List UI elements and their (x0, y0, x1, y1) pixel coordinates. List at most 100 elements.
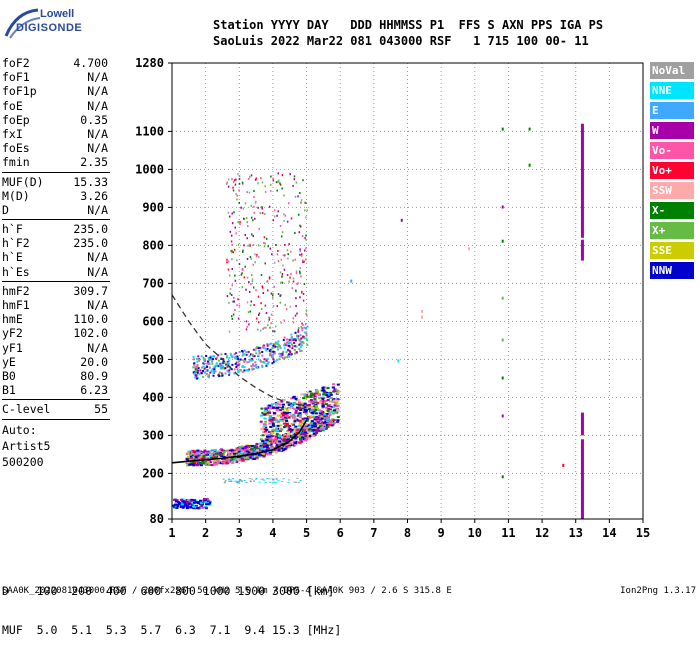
echo-point (275, 430, 279, 433)
echo-point (325, 391, 329, 394)
echo-point (315, 404, 319, 407)
x-tick-label: 14 (602, 526, 616, 540)
echo-point (333, 404, 337, 407)
echo-point (252, 219, 254, 222)
echo-point (256, 449, 260, 452)
echo-point (330, 400, 334, 403)
echo-point (234, 362, 237, 365)
echo-point (306, 391, 310, 394)
echo-point (252, 243, 255, 246)
echo-point (335, 399, 339, 402)
echo-point (299, 431, 303, 434)
echo-point (269, 481, 272, 483)
param-row: yF2 102.0 (2, 326, 110, 340)
divider (2, 171, 110, 173)
echo-point (202, 358, 205, 361)
echo-point (240, 447, 244, 450)
echo-point (285, 419, 289, 422)
echo-point (261, 206, 263, 209)
auto-code: 500200 (2, 454, 44, 469)
echo-point (298, 419, 302, 422)
echo-point (263, 361, 266, 364)
echo-point (192, 505, 196, 508)
echo-point (242, 359, 245, 362)
echo-point (278, 419, 282, 422)
echo-point (241, 182, 244, 185)
param-group-3: h`F 235.0 h`F2 235.0 h`E N/A h`Es N/A (2, 222, 110, 279)
param-group-5: C-level 55 (2, 402, 110, 416)
echo-point (279, 294, 282, 297)
echo-point (324, 427, 328, 430)
echo-point (239, 479, 242, 481)
echo-point (281, 449, 285, 452)
echo-point (319, 419, 323, 422)
echo-point (322, 391, 326, 394)
echo-point (296, 414, 300, 417)
echo-point (305, 332, 308, 335)
echo-point (301, 322, 303, 325)
echo-point (247, 451, 251, 454)
echo-point (293, 352, 296, 355)
echo-point (204, 499, 208, 502)
echo-point (205, 462, 209, 465)
echo-point (215, 463, 219, 466)
echo-point (281, 174, 284, 177)
echo-point (215, 362, 218, 365)
echo-point (287, 348, 290, 351)
echo-point (285, 440, 289, 443)
echo-point (214, 452, 218, 455)
echo-point (214, 366, 217, 369)
param-label: hmF1 (2, 298, 30, 312)
echo-point (234, 449, 238, 452)
echo-point (264, 304, 267, 307)
echo-point (304, 412, 308, 415)
echo-point (294, 443, 298, 446)
param-value: 102.0 (73, 326, 108, 341)
echo-point (305, 395, 309, 398)
echo-point (233, 460, 237, 463)
echo-point (275, 477, 278, 479)
echo-point (264, 242, 267, 245)
echo-point (326, 398, 330, 401)
echo-point (303, 337, 306, 340)
echo-point (254, 261, 256, 264)
echo-point (281, 353, 284, 356)
echo-point (222, 366, 225, 369)
echo-point (306, 426, 310, 429)
echo-point (228, 373, 231, 376)
echo-point (272, 344, 275, 347)
echo-point (270, 435, 274, 438)
echo-point (305, 432, 309, 435)
echo-point (243, 452, 247, 455)
echo-point (272, 479, 275, 481)
echo-point (331, 412, 335, 415)
echo-point (283, 194, 285, 197)
echo-point (302, 299, 305, 302)
echo-point (179, 505, 183, 508)
echo-point (237, 482, 240, 484)
echo-point (334, 411, 338, 414)
echo-point (257, 453, 261, 456)
echo-point (288, 445, 292, 448)
echo-point (238, 263, 241, 266)
echo-point (228, 356, 231, 359)
echo-point (252, 235, 255, 238)
echo-point (267, 362, 270, 365)
echo-point (295, 399, 299, 402)
echo-point (242, 352, 245, 355)
echo-point (308, 437, 312, 440)
echo-point (276, 421, 280, 424)
echo-point (261, 354, 264, 357)
echo-point (275, 181, 278, 184)
echo-point (192, 371, 195, 374)
echo-point (312, 432, 316, 435)
echo-point (191, 457, 195, 460)
echo-point (237, 243, 240, 246)
echo-point (175, 505, 179, 508)
echo-point (420, 310, 423, 313)
echo-point (300, 275, 302, 278)
echo-point (276, 401, 280, 404)
echo-point (233, 248, 236, 251)
echo-point (304, 397, 308, 400)
echo-point (224, 480, 227, 482)
